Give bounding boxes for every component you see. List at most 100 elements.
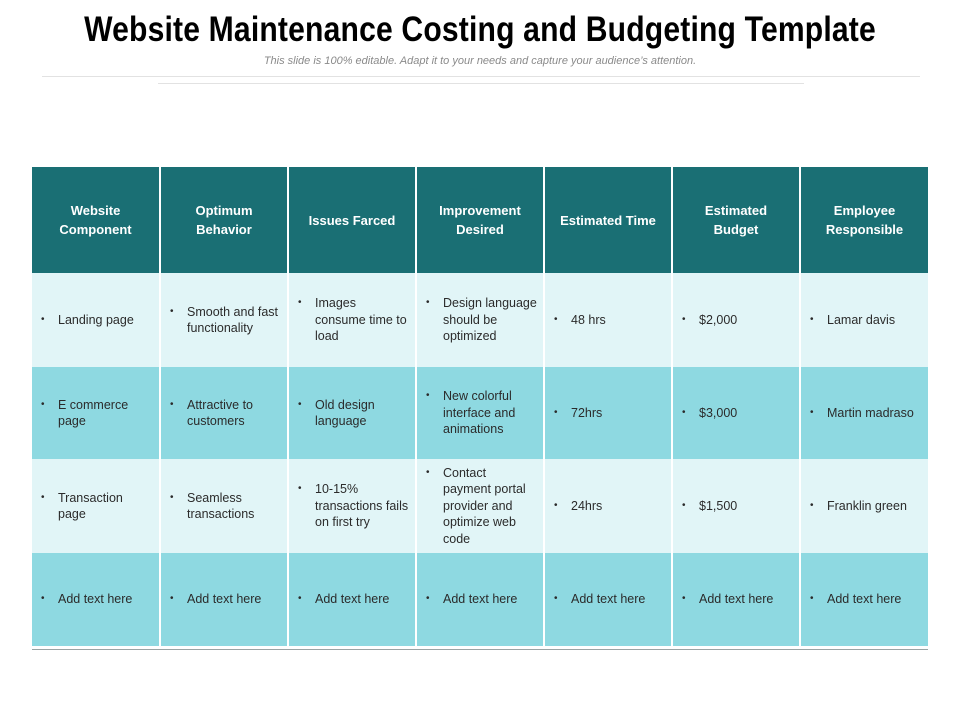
cell-text: New colorful interface and animations bbox=[443, 389, 516, 437]
cell-text: Add text here bbox=[699, 592, 774, 607]
bullet-icon: • bbox=[170, 305, 174, 317]
bullet-icon: • bbox=[810, 593, 814, 605]
cell-text: 24hrs bbox=[571, 498, 603, 513]
cell-text: Martin madraso bbox=[827, 405, 914, 420]
bullet-icon: • bbox=[170, 398, 174, 410]
bullet-icon: • bbox=[682, 313, 686, 325]
table-cell: • Seamless transactions bbox=[160, 459, 289, 553]
cell-text: Contact payment portal provider and opti… bbox=[443, 465, 526, 546]
table-cell: • Franklin green bbox=[800, 459, 928, 553]
table-cell: • Images consume time to load bbox=[288, 273, 417, 367]
table-cell: • Old design language bbox=[288, 367, 417, 459]
table-cell: • Martin madraso bbox=[800, 367, 928, 459]
bullet-icon: • bbox=[41, 491, 45, 503]
bullet-icon: • bbox=[682, 499, 686, 511]
table-cell: • Contact payment portal provider and opt… bbox=[416, 459, 545, 553]
table-cell: • Add text here bbox=[288, 553, 417, 646]
table-row: • E commerce page • Attractive to customer… bbox=[32, 367, 928, 459]
table-cell: • Landing page bbox=[32, 273, 161, 367]
slide-title: Website Maintenance Costing and Budgetin… bbox=[84, 10, 876, 49]
table-bottom-border bbox=[32, 649, 928, 650]
table-row: • Transaction page • Seamless transactions… bbox=[32, 459, 928, 553]
table-cell: • 10-15% transactions fails on first try bbox=[288, 459, 417, 553]
cell-text: Add text here bbox=[315, 592, 390, 607]
bullet-icon: • bbox=[41, 313, 45, 325]
header-estimated-budget: Estimated Budget bbox=[672, 167, 801, 273]
bullet-icon: • bbox=[170, 491, 174, 503]
header-website-component: Website Component bbox=[32, 167, 161, 273]
cell-text: Add text here bbox=[443, 592, 518, 607]
cell-text: 10-15% transactions fails on first try bbox=[315, 482, 409, 530]
bullet-icon: • bbox=[554, 499, 558, 511]
bullet-icon: • bbox=[41, 398, 45, 410]
title-divider bbox=[42, 76, 920, 77]
cell-text: $2,000 bbox=[699, 312, 738, 327]
cell-text: Smooth and fast functionality bbox=[187, 304, 279, 336]
table-cell: • E commerce page bbox=[32, 367, 161, 459]
bullet-icon: • bbox=[682, 406, 686, 418]
table-cell: • Add text here bbox=[416, 553, 545, 646]
cell-text: Add text here bbox=[187, 592, 262, 607]
table-cell: • $1,500 bbox=[672, 459, 801, 553]
table-cell: • $2,000 bbox=[672, 273, 801, 367]
bullet-icon: • bbox=[298, 297, 302, 309]
table-cell: • New colorful interface and animations bbox=[416, 367, 545, 459]
bullet-icon: • bbox=[682, 593, 686, 605]
cell-text: 48 hrs bbox=[571, 312, 606, 327]
cell-text: Add text here bbox=[571, 592, 646, 607]
bullet-icon: • bbox=[810, 499, 814, 511]
slide-subtitle: This slide is 100% editable. Adapt it to… bbox=[263, 55, 697, 67]
table-cell: • Lamar davis bbox=[800, 273, 928, 367]
table-row: • Add text here • Add text here • Add text … bbox=[32, 553, 928, 646]
cell-text: $1,500 bbox=[699, 498, 738, 513]
bullet-icon: • bbox=[298, 398, 302, 410]
bullet-icon: • bbox=[554, 593, 558, 605]
table-row: • Landing page • Smooth and fast functiona… bbox=[32, 273, 928, 367]
table-cell: • Smooth and fast functionality bbox=[160, 273, 289, 367]
table-cell: • Add text here bbox=[544, 553, 673, 646]
cell-text: Images consume time to load bbox=[315, 296, 407, 344]
bullet-icon: • bbox=[810, 406, 814, 418]
table-cell: • Add text here bbox=[800, 553, 928, 646]
cell-text: Transaction page bbox=[58, 490, 123, 522]
table-cell: • Add text here bbox=[160, 553, 289, 646]
budget-table: Website Component Optimum Behavior Issue… bbox=[32, 167, 928, 646]
table-cell: • Design language should be optimized bbox=[416, 273, 545, 367]
header-estimated-time: Estimated Time bbox=[544, 167, 673, 273]
cell-text: E commerce page bbox=[58, 397, 129, 429]
bullet-icon: • bbox=[554, 313, 558, 325]
header-improvement-desired: Improvement Desired bbox=[416, 167, 545, 273]
table-cell: • 48 hrs bbox=[544, 273, 673, 367]
table-header-row: Website Component Optimum Behavior Issue… bbox=[32, 167, 928, 273]
cell-text: Design language should be optimized bbox=[443, 296, 537, 344]
bullet-icon: • bbox=[426, 593, 430, 605]
cell-text: Lamar davis bbox=[827, 312, 896, 327]
bullet-icon: • bbox=[426, 466, 430, 478]
cell-text: Seamless transactions bbox=[187, 490, 255, 522]
bullet-icon: • bbox=[810, 313, 814, 325]
bullet-icon: • bbox=[426, 297, 430, 309]
header-employee-responsible: Employee Responsible bbox=[800, 167, 928, 273]
bullet-icon: • bbox=[426, 390, 430, 402]
cell-text: Add text here bbox=[58, 592, 133, 607]
cell-text: Old design language bbox=[315, 397, 375, 429]
table-cell: • Transaction page bbox=[32, 459, 161, 553]
table-cell: • Add text here bbox=[32, 553, 161, 646]
bullet-icon: • bbox=[298, 483, 302, 495]
bullet-icon: • bbox=[554, 406, 558, 418]
subtitle-divider bbox=[158, 83, 804, 84]
cell-text: 72hrs bbox=[571, 405, 603, 420]
table-cell: • Attractive to customers bbox=[160, 367, 289, 459]
bullet-icon: • bbox=[170, 593, 174, 605]
table-cell: • $3,000 bbox=[672, 367, 801, 459]
cell-text: Franklin green bbox=[827, 498, 907, 513]
cell-text: Landing page bbox=[58, 312, 134, 327]
table-cell: • Add text here bbox=[672, 553, 801, 646]
cell-text: Attractive to customers bbox=[187, 397, 253, 429]
table-cell: • 72hrs bbox=[544, 367, 673, 459]
cell-text: Add text here bbox=[827, 592, 902, 607]
table-cell: • 24hrs bbox=[544, 459, 673, 553]
bullet-icon: • bbox=[298, 593, 302, 605]
header-optimum-behavior: Optimum Behavior bbox=[160, 167, 289, 273]
cell-text: $3,000 bbox=[699, 405, 738, 420]
